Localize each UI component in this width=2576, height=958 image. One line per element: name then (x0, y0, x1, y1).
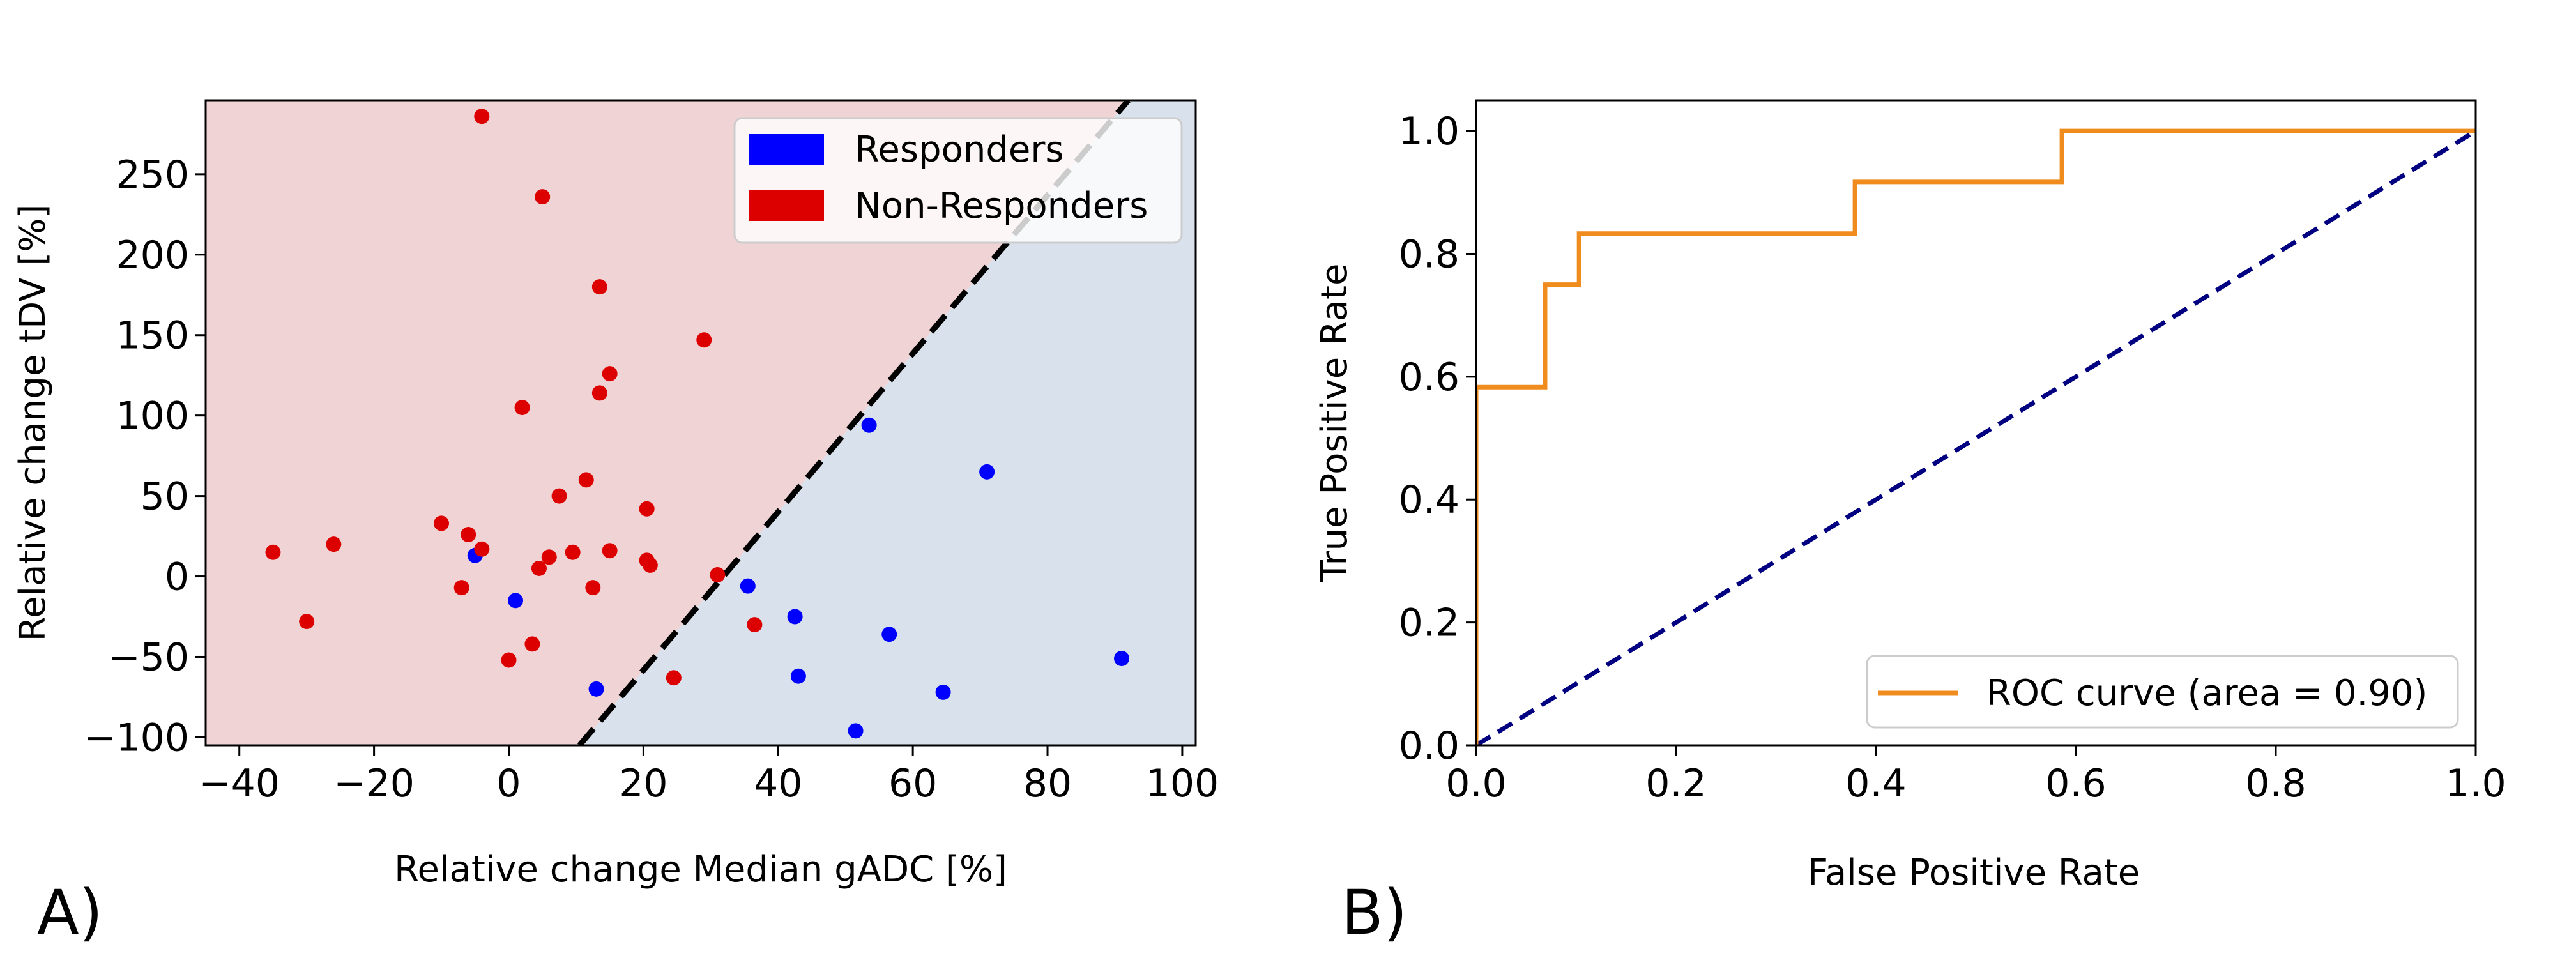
data-point-responders (848, 723, 864, 739)
legend-label-responders: Responders (855, 129, 1064, 171)
data-point-non-responders (524, 636, 540, 652)
plot-b-x-axis: 0.0 0.2 0.4 0.6 0.8 1.0 (1445, 745, 2506, 806)
data-point-non-responders (265, 544, 281, 560)
x-tick-label: 1.0 (2445, 761, 2506, 806)
data-point-responders (740, 578, 756, 594)
y-tick-label: 0.2 (1399, 601, 1459, 646)
plot-b-y-axis-label: True Positive Rate (1314, 264, 1355, 583)
data-point-non-responders (461, 527, 476, 543)
y-tick-label: 150 (116, 314, 189, 358)
non-responders-region (206, 100, 1129, 745)
data-point-responders (979, 464, 995, 480)
y-tick-label: 0.8 (1399, 232, 1459, 277)
plot-a-y-axis-label: Relative change tDV [%] (12, 204, 54, 642)
data-point-non-responders (591, 279, 607, 295)
data-point-responders (588, 681, 604, 697)
panel-b-label: B) (1341, 877, 1407, 948)
data-point-non-responders (642, 557, 658, 573)
data-point-non-responders (474, 541, 490, 557)
data-point-responders (790, 668, 806, 684)
legend-swatch-responders (749, 134, 824, 165)
x-tick-label: 0.6 (2045, 761, 2106, 806)
x-tick-label: 0 (496, 761, 521, 806)
data-point-non-responders (602, 543, 618, 559)
responders-region (579, 100, 1196, 745)
data-point-non-responders (578, 472, 594, 488)
data-point-non-responders (541, 549, 557, 565)
x-tick-label: −40 (199, 761, 280, 806)
panel-b: 0.0 0.2 0.4 0.6 0.8 1.0 0.0 0.2 0.4 0.6 0.8 1.0 Fa… (1314, 99, 2506, 948)
x-tick-label: −20 (333, 761, 415, 806)
plot-b-x-axis-label: False Positive Rate (1808, 852, 2140, 893)
y-tick-label: 1.0 (1399, 109, 1459, 154)
plot-a-y-axis: −100 −50 0 50 100 150 200 250 (84, 153, 206, 760)
x-tick-label: 0.0 (1445, 761, 1506, 806)
plot-a-frame (204, 99, 1197, 747)
data-point-responders (787, 609, 803, 625)
data-point-non-responders (531, 560, 547, 576)
data-point-non-responders (535, 189, 551, 205)
data-point-responders (861, 417, 877, 433)
x-tick-label: 0.4 (1845, 761, 1906, 806)
legend-label-non-responders: Non-Responders (855, 185, 1148, 227)
plot-a-x-axis-label: Relative change Median gADC [%] (394, 849, 1007, 890)
legend-label-roc-curve: ROC curve (area = 0.90) (1986, 673, 2427, 714)
data-point-non-responders (453, 580, 469, 596)
scatter-points (265, 109, 1130, 739)
legend-box (733, 117, 1183, 244)
y-tick-label: −50 (108, 635, 189, 680)
panel-a-label: A) (37, 877, 103, 948)
data-point-non-responders (299, 614, 315, 630)
x-tick-label: 60 (888, 761, 937, 806)
data-point-responders (508, 593, 524, 609)
chance-diagonal-line (1476, 129, 2476, 745)
data-point-responders (881, 627, 897, 642)
plot-b-frame (1475, 99, 2477, 747)
x-tick-label: 100 (1146, 761, 1219, 806)
y-tick-label: 200 (116, 233, 189, 278)
x-tick-label: 80 (1023, 761, 1072, 806)
data-point-non-responders (666, 670, 682, 686)
x-tick-label: 40 (754, 761, 802, 806)
legend-box (1866, 655, 2459, 729)
y-tick-label: 0 (165, 555, 189, 600)
y-tick-label: 0.0 (1399, 724, 1459, 768)
data-point-non-responders (602, 366, 618, 382)
y-tick-label: 100 (116, 394, 189, 439)
x-tick-label: 0.8 (2245, 761, 2306, 806)
data-point-non-responders (474, 109, 490, 125)
data-point-responders (935, 684, 951, 700)
plot-a-x-axis: −40 −20 0 20 40 60 80 100 (199, 745, 1219, 806)
data-point-non-responders (501, 652, 517, 668)
data-point-non-responders (591, 385, 607, 401)
roc-curve-line (1476, 128, 2476, 745)
data-point-non-responders (565, 544, 581, 560)
data-point-non-responders (639, 501, 655, 517)
y-tick-label: 0.6 (1399, 355, 1459, 400)
data-point-non-responders (747, 617, 763, 633)
data-point-non-responders (585, 580, 601, 596)
data-point-non-responders (514, 400, 530, 416)
data-point-responders (1114, 650, 1130, 666)
x-tick-label: 20 (619, 761, 667, 806)
legend-swatch-non-responders (749, 190, 824, 221)
plot-b-legend: ROC curve (area = 0.90) (1866, 655, 2459, 729)
data-point-non-responders (434, 515, 450, 531)
panel-a: −40 −20 0 20 40 60 80 100 −100 −50 0 50 100 150 200 25… (12, 99, 1219, 948)
plot-a-legend: Responders Non-Responders (733, 117, 1183, 244)
data-point-non-responders (696, 332, 712, 348)
x-tick-label: 0.2 (1645, 761, 1706, 806)
data-point-non-responders (326, 536, 342, 552)
y-tick-label: 50 (141, 475, 189, 519)
data-point-non-responders (710, 567, 726, 583)
y-tick-label: −100 (84, 715, 189, 760)
plot-b-y-axis: 0.0 0.2 0.4 0.6 0.8 1.0 (1399, 109, 1476, 768)
y-tick-label: 250 (116, 153, 189, 197)
y-tick-label: 0.4 (1399, 478, 1459, 522)
data-point-non-responders (551, 488, 567, 504)
